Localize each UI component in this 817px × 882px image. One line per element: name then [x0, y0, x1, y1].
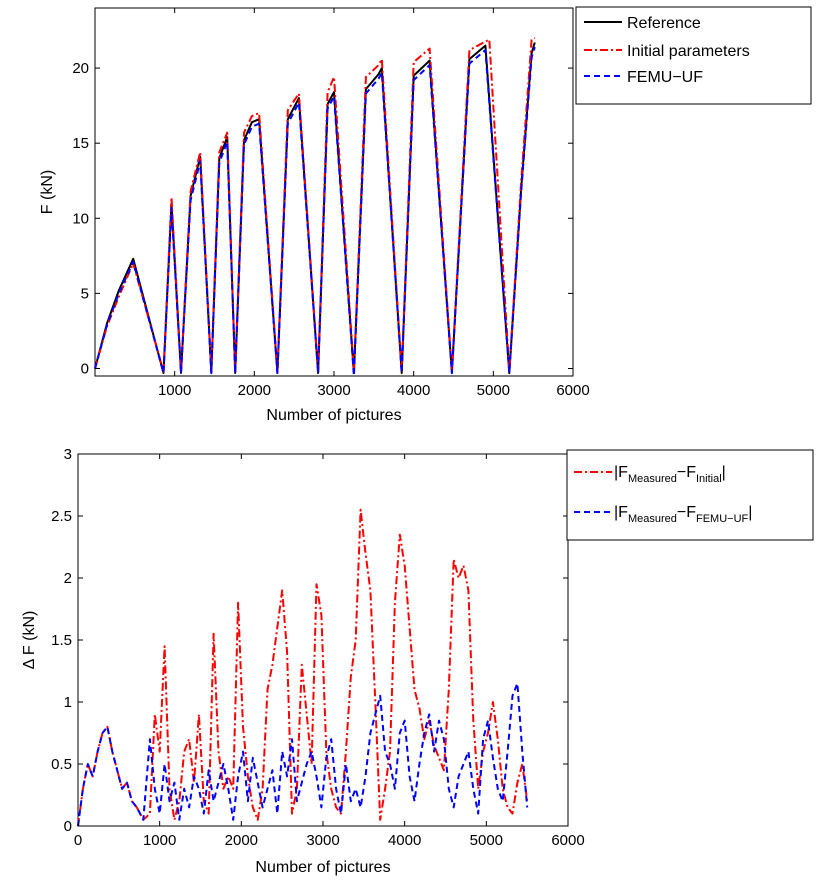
y-tick-label: 5 [81, 285, 89, 302]
y-tick-label: 3 [64, 446, 72, 463]
y-axis-label: F (kN) [39, 170, 56, 214]
axis-ticks: 0 1000 2000 3000 4000 5000 6000 0 0.5 1 1.5 2 2.5 3 [51, 446, 585, 849]
y-tick-label: 0 [64, 818, 72, 835]
y-tick-label: 2.5 [51, 508, 72, 525]
y-axis-label: Δ F (kN) [21, 611, 38, 670]
legend-box [575, 6, 812, 105]
x-axis-label: Number of pictures [255, 859, 390, 876]
y-tick-label: 0 [81, 360, 89, 377]
legend-label-femu-error: |FMeasured−FFEMU−UF| [614, 504, 752, 525]
series-line-1 [94, 37, 536, 373]
plot-area-frame [94, 7, 574, 377]
x-tick-label: 3000 [306, 832, 339, 849]
x-tick-label: 4000 [388, 832, 421, 849]
x-tick-label: 5000 [470, 832, 503, 849]
x-tick-label: 6000 [551, 832, 584, 849]
x-tick-label: 2000 [238, 382, 271, 399]
series-line-2 [94, 46, 536, 377]
x-axis-label: Number of pictures [266, 407, 401, 424]
force-chart: 1000 2000 3000 4000 5000 6000 0 5 10 15 20 Number … [39, 6, 812, 424]
legend: Reference Initial parameters FEMU−UF [575, 6, 812, 105]
legend-label-reference: Reference [627, 15, 701, 32]
x-tick-label: 5000 [477, 382, 510, 399]
y-tick-label: 1 [64, 694, 72, 711]
y-tick-label: 2 [64, 570, 72, 587]
x-tick-label: 0 [74, 832, 82, 849]
y-tick-label: 0.5 [51, 756, 72, 773]
y-tick-label: 20 [72, 60, 89, 77]
x-tick-label: 6000 [556, 382, 589, 399]
y-tick-label: 1.5 [51, 632, 72, 649]
axis-ticks: 1000 2000 3000 4000 5000 6000 0 5 10 15 20 [72, 8, 590, 399]
series-group [94, 37, 536, 377]
delta-force-chart: 0 1000 2000 3000 4000 5000 6000 0 0.5 1 1.5 2 2.5 3 N… [21, 446, 814, 876]
x-tick-label: 1000 [158, 382, 191, 399]
legend-label-initial: Initial parameters [627, 43, 750, 60]
y-tick-label: 15 [72, 135, 89, 152]
x-tick-label: 2000 [225, 832, 258, 849]
legend-label-femu: FEMU−UF [627, 69, 703, 86]
y-tick-label: 10 [72, 210, 89, 227]
legend: |FMeasured−FInitial| |FMeasured−FFEMU−UF… [566, 449, 814, 541]
legend-box [566, 449, 814, 541]
legend-label-initial-error: |FMeasured−FInitial| [614, 464, 726, 485]
series-group [77, 508, 529, 827]
x-tick-label: 3000 [317, 382, 350, 399]
x-tick-label: 1000 [143, 832, 176, 849]
series-line-1 [77, 682, 529, 827]
series-line-0 [77, 508, 529, 827]
x-tick-label: 4000 [397, 382, 430, 399]
